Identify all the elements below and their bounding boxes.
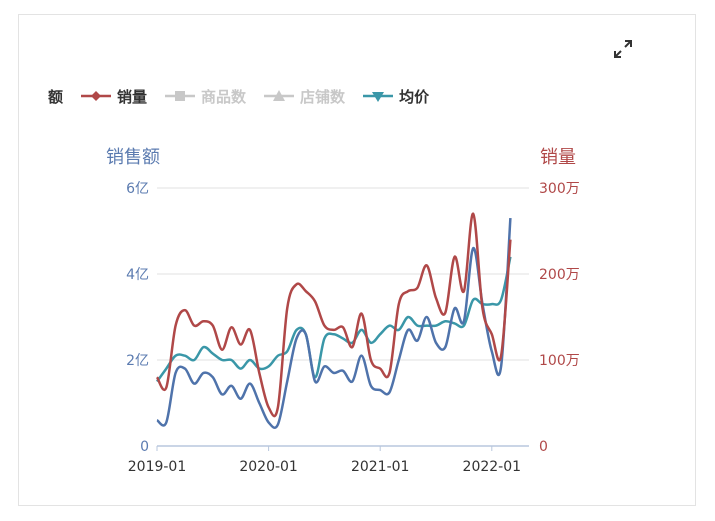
x-tick-label: 2020-01 <box>239 459 298 475</box>
right-tick-label: 100万 <box>539 353 580 369</box>
legend-item-product-count[interactable]: 商品数 <box>165 86 246 107</box>
legend-label-store-count: 店铺数 <box>300 87 346 106</box>
legend-marker-sales-volume <box>81 91 112 101</box>
chart-legend: 额 销量 商品数 店铺数 均价 <box>48 84 447 108</box>
left-axis-title: 销售额 <box>106 147 160 168</box>
series-line-sales-volume <box>155 212 512 418</box>
x-tick-label: 2019-01 <box>128 459 187 475</box>
left-tick-label: 2亿 <box>126 353 149 369</box>
right-tick-label: 200万 <box>539 267 580 283</box>
chart-series <box>155 212 512 429</box>
legend-label-product-count: 商品数 <box>201 87 247 106</box>
legend-item-sales-volume[interactable]: 销量 <box>81 86 147 107</box>
right-axis-title: 销量 <box>540 147 576 168</box>
left-tick-label: 0 <box>140 439 149 455</box>
left-axis-ticks: 0 2亿 4亿 6亿 <box>126 181 149 455</box>
legend-label-avg-price: 均价 <box>399 87 430 106</box>
legend-marker-avg-price <box>363 92 394 102</box>
x-tick-label: 2021-01 <box>351 459 410 475</box>
x-axis: 2019-01 2020-01 2021-01 2022-01 <box>128 445 529 475</box>
legend-marker-store-count <box>264 90 295 101</box>
series-line-sales-amount <box>156 218 512 429</box>
left-tick-label: 4亿 <box>126 267 149 283</box>
legend-label-sales-volume: 销量 <box>117 87 148 106</box>
chart-card <box>18 14 696 506</box>
legend-item-store-count[interactable]: 店铺数 <box>264 86 345 107</box>
right-axis-ticks: 0 100万 200万 300万 <box>539 181 580 455</box>
expand-icon[interactable] <box>612 38 634 60</box>
x-tick-label: 2022-01 <box>463 459 522 475</box>
legend-item-sales-amount-partial[interactable]: 额 <box>48 87 64 106</box>
legend-item-avg-price[interactable]: 均价 <box>363 86 429 107</box>
series-line-avg-price <box>156 256 512 383</box>
right-tick-label: 0 <box>539 439 548 455</box>
right-tick-label: 300万 <box>539 181 580 197</box>
left-tick-label: 6亿 <box>126 181 149 197</box>
legend-marker-product-count <box>165 91 196 101</box>
